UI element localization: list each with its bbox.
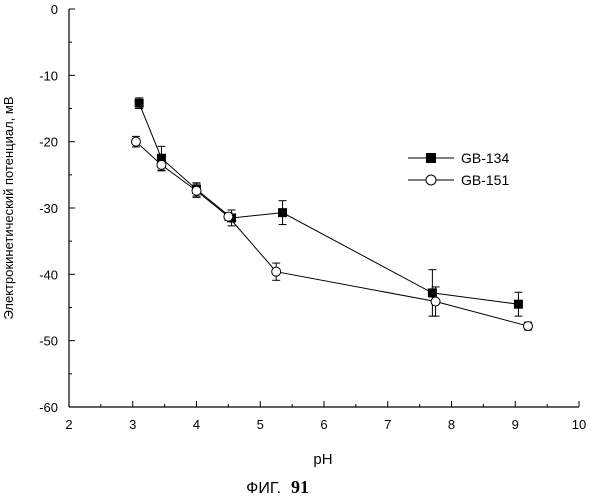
legend-label-gb-134: GB-134 bbox=[461, 150, 509, 166]
data-point-gb-151 bbox=[272, 267, 281, 276]
x-tick-label: 5 bbox=[257, 417, 264, 432]
x-tick-label: 8 bbox=[448, 417, 455, 432]
y-tick-label: -40 bbox=[39, 267, 58, 282]
series-layer bbox=[131, 98, 532, 331]
y-tick-label: -30 bbox=[39, 201, 58, 216]
x-tick-label: 6 bbox=[320, 417, 327, 432]
x-tick-label: 7 bbox=[384, 417, 391, 432]
data-point-gb-151 bbox=[192, 186, 201, 195]
x-tick-label: 2 bbox=[65, 417, 72, 432]
y-tick-label: -50 bbox=[39, 334, 58, 349]
figure-caption-number: 91 bbox=[291, 477, 309, 497]
series-line-gb-134 bbox=[139, 103, 518, 304]
data-point-gb-134 bbox=[135, 99, 144, 108]
data-point-gb-151 bbox=[431, 297, 440, 306]
y-tick-label: -60 bbox=[39, 400, 58, 415]
x-tick-label: 9 bbox=[512, 417, 519, 432]
data-point-gb-151 bbox=[224, 212, 233, 221]
data-point-gb-134 bbox=[278, 208, 287, 217]
legend-marker-gb-151 bbox=[426, 175, 436, 185]
x-tick-label: 4 bbox=[193, 417, 200, 432]
x-tick-label: 10 bbox=[572, 417, 586, 432]
data-point-gb-151 bbox=[524, 322, 533, 331]
legend: GB-134 GB-151 bbox=[408, 150, 509, 188]
legend-label-gb-151: GB-151 bbox=[461, 172, 509, 188]
series-line-gb-151 bbox=[136, 142, 528, 326]
x-tick-label: 3 bbox=[129, 417, 136, 432]
data-point-gb-151 bbox=[157, 160, 166, 169]
series-gb-134 bbox=[135, 98, 523, 316]
x-tick-labels: 2 3 4 5 6 7 8 9 10 bbox=[65, 417, 586, 432]
data-point-gb-134 bbox=[514, 300, 523, 309]
x-axis-title: pH bbox=[313, 451, 332, 468]
y-tick-label: -20 bbox=[39, 135, 58, 150]
legend-marker-gb-134 bbox=[426, 153, 436, 163]
data-point-gb-151 bbox=[131, 137, 140, 146]
y-axis-title: Электрокинетический потенциал, мВ bbox=[1, 97, 16, 320]
ticks bbox=[69, 9, 579, 407]
figure-caption-prefix: ФИГ. bbox=[246, 480, 281, 497]
axes bbox=[69, 9, 579, 407]
y-tick-labels: 0 -10 -20 -30 -40 -50 -60 bbox=[39, 2, 58, 415]
y-tick-label: -10 bbox=[39, 68, 58, 83]
y-tick-label: 0 bbox=[51, 2, 58, 17]
